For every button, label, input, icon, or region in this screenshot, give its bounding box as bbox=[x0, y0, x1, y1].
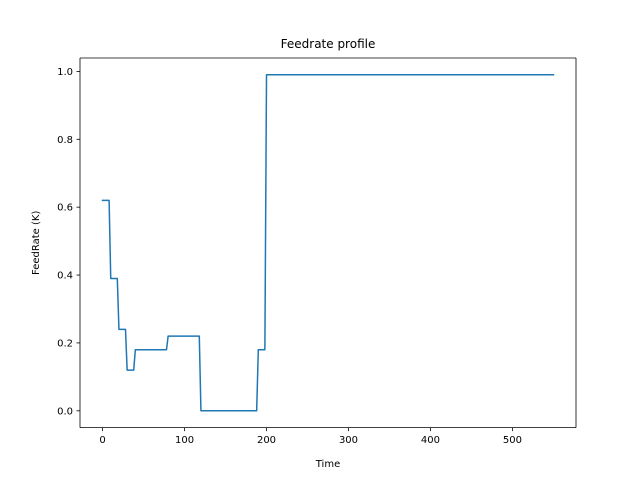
plot-area: 0 100 200 300 400 500 0.0 0.2 0.4 0.6 0.8 1.0 bbox=[57, 57, 577, 446]
y-axis-ticks: 0.0 0.2 0.4 0.6 0.8 1.0 bbox=[57, 67, 80, 417]
series-layer bbox=[101, 74, 555, 412]
y-tick-label: 1.0 bbox=[57, 67, 73, 78]
x-tick-label: 200 bbox=[257, 435, 276, 446]
plot-background bbox=[80, 58, 576, 428]
y-tick-label: 0.4 bbox=[57, 271, 73, 282]
y-tick-label: 0.0 bbox=[57, 406, 73, 417]
y-tick-label: 0.2 bbox=[57, 338, 73, 349]
x-tick-label: 500 bbox=[503, 435, 522, 446]
x-axis-ticks: 0 100 200 300 400 500 bbox=[99, 427, 522, 446]
y-tick-label: 0.6 bbox=[57, 203, 73, 214]
y-axis-label: FeedRate (K) bbox=[31, 211, 42, 275]
x-tick-label: 0 bbox=[99, 435, 105, 446]
y-tick-label: 0.8 bbox=[57, 135, 73, 146]
x-tick-label: 100 bbox=[175, 435, 194, 446]
axes-frame bbox=[79, 57, 577, 429]
x-tick-label: 300 bbox=[339, 435, 358, 446]
series-line bbox=[101, 74, 555, 412]
x-axis-label: Time bbox=[315, 459, 340, 470]
chart-title: Feedrate profile bbox=[281, 37, 376, 51]
x-tick-label: 400 bbox=[421, 435, 440, 446]
